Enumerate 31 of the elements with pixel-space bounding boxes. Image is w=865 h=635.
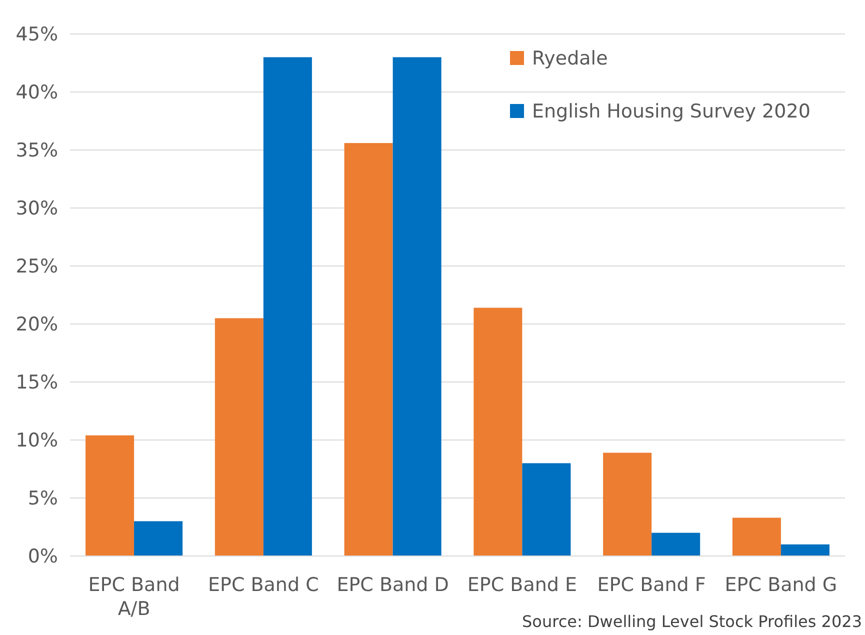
y-tick-label: 10% (16, 430, 58, 452)
x-tick-label: EPC Band A/B (88, 574, 180, 620)
y-tick-label: 0% (28, 546, 58, 568)
x-tick-label: EPC Band D (336, 574, 449, 596)
bar (474, 308, 522, 556)
bar (86, 435, 134, 556)
bar (732, 518, 781, 556)
y-tick-label: 20% (16, 314, 58, 336)
bar (263, 57, 312, 556)
legend-label: Ryedale (532, 48, 608, 70)
source-note: Source: Dwelling Level Stock Profiles 2023 (522, 612, 862, 631)
x-tick-label: EPC Band E (467, 574, 577, 596)
legend-label: English Housing Survey 2020 (532, 100, 810, 123)
y-tick-label: 35% (16, 140, 58, 162)
bar (344, 143, 393, 556)
bar (780, 544, 830, 556)
x-tick-label: EPC Band C (208, 574, 319, 596)
bar (134, 521, 183, 556)
bar (522, 463, 571, 556)
y-tick-label: 5% (28, 488, 58, 510)
bar (214, 318, 264, 556)
x-tick-label: EPC Band G (724, 574, 838, 596)
bar (603, 452, 652, 556)
bar (652, 532, 700, 556)
y-tick-label: 30% (16, 198, 58, 220)
y-tick-label: 40% (16, 82, 58, 104)
y-tick-label: 45% (16, 24, 58, 46)
y-tick-label: 25% (16, 256, 58, 278)
x-tick-label: EPC Band F (597, 574, 706, 596)
y-tick-label: 15% (16, 372, 58, 394)
bar (392, 57, 442, 556)
